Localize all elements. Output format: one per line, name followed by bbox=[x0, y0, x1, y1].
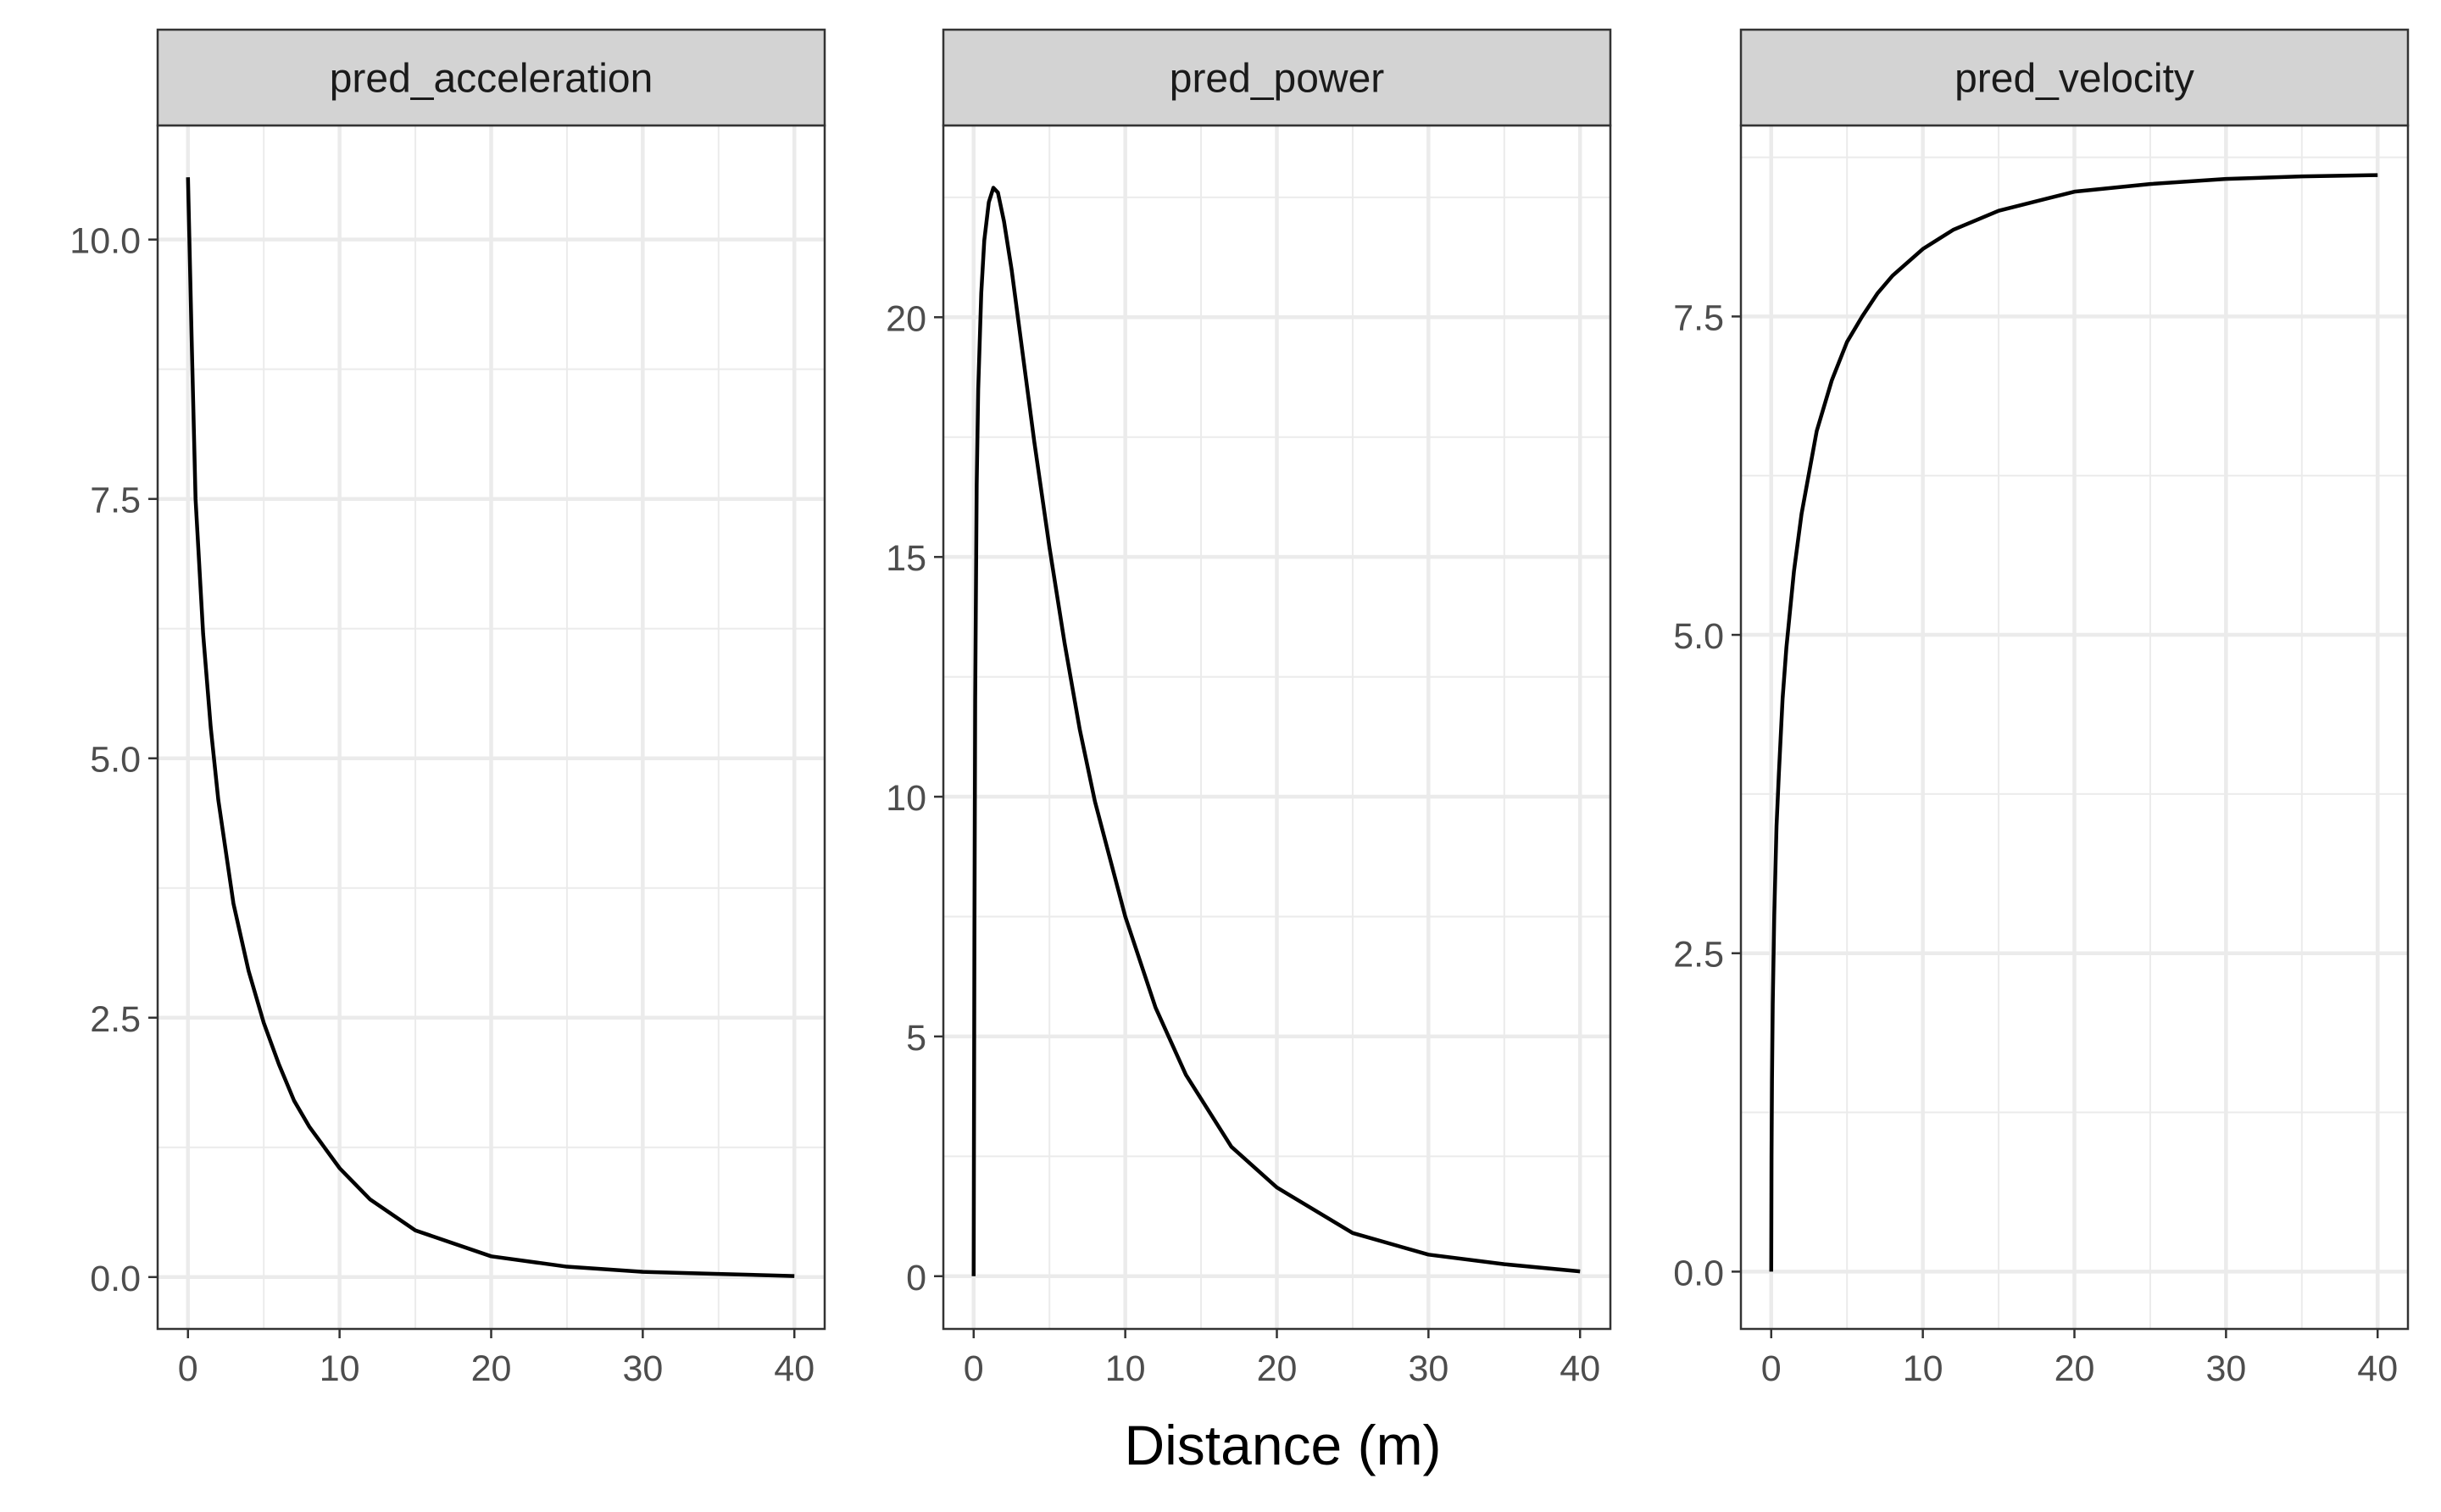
facet-strip-label: pred_velocity bbox=[1954, 57, 2194, 102]
x-tick-label: 20 bbox=[471, 1348, 512, 1389]
x-tick-label: 30 bbox=[2205, 1348, 2246, 1389]
y-tick-label: 0 bbox=[906, 1258, 926, 1298]
y-tick-label: 15 bbox=[886, 538, 926, 579]
x-tick-label: 10 bbox=[1105, 1348, 1146, 1389]
y-tick-label: 5 bbox=[906, 1018, 926, 1059]
x-tick-label: 0 bbox=[1761, 1348, 1782, 1389]
x-tick-label: 10 bbox=[320, 1348, 360, 1389]
x-tick-label: 10 bbox=[1903, 1348, 1943, 1389]
facet-strip bbox=[156, 28, 826, 127]
x-tick-label: 40 bbox=[2357, 1348, 2398, 1389]
facet-panel-pred_acceleration: pred_acceleration 0.0 2.5 5.0 7.5 10.0 0 10 20 30… bbox=[70, 28, 826, 1389]
x-tick-label: 20 bbox=[2055, 1348, 2095, 1389]
x-tick-label: 30 bbox=[1408, 1348, 1448, 1389]
y-tick-label: 5.0 bbox=[90, 740, 141, 781]
y-tick-label: 7.5 bbox=[90, 481, 141, 521]
y-tick-label: 10.0 bbox=[70, 221, 141, 262]
series-line-pred_acceleration bbox=[186, 177, 795, 1278]
facet-panel-pred_velocity: pred_velocity 0.0 2.5 5.0 7.5 0 10 20 30 40 bbox=[1673, 28, 2410, 1389]
facet-strip bbox=[1739, 28, 2410, 127]
facet-strip bbox=[942, 28, 1612, 127]
series-line-pred_power bbox=[971, 186, 1581, 1276]
x-tick-label: 0 bbox=[178, 1348, 198, 1389]
series-line-pred_velocity bbox=[1769, 173, 2378, 1272]
x-tick-label: 30 bbox=[622, 1348, 663, 1389]
facet-strip-label: pred_power bbox=[1170, 57, 1385, 102]
facet-panel-pred_power: pred_power 0 5 10 15 20 0 10 20 30 40 bbox=[886, 28, 1612, 1389]
y-tick-label: 7.5 bbox=[1673, 297, 1724, 338]
y-tick-label: 0.0 bbox=[1673, 1253, 1724, 1293]
facet-strip-label: pred_acceleration bbox=[330, 57, 653, 102]
x-tick-label: 40 bbox=[1560, 1348, 1600, 1389]
x-tick-label: 40 bbox=[774, 1348, 815, 1389]
x-tick-label: 20 bbox=[1257, 1348, 1298, 1389]
y-tick-label: 20 bbox=[886, 298, 926, 339]
y-tick-label: 2.5 bbox=[1673, 935, 1724, 976]
y-tick-label: 0.0 bbox=[90, 1259, 141, 1299]
x-tick-label: 0 bbox=[964, 1348, 984, 1389]
y-tick-label: 10 bbox=[886, 778, 926, 819]
x-axis-title: Distance (m) bbox=[1124, 1414, 1441, 1476]
y-tick-label: 2.5 bbox=[90, 999, 141, 1040]
y-tick-label: 5.0 bbox=[1673, 616, 1724, 657]
